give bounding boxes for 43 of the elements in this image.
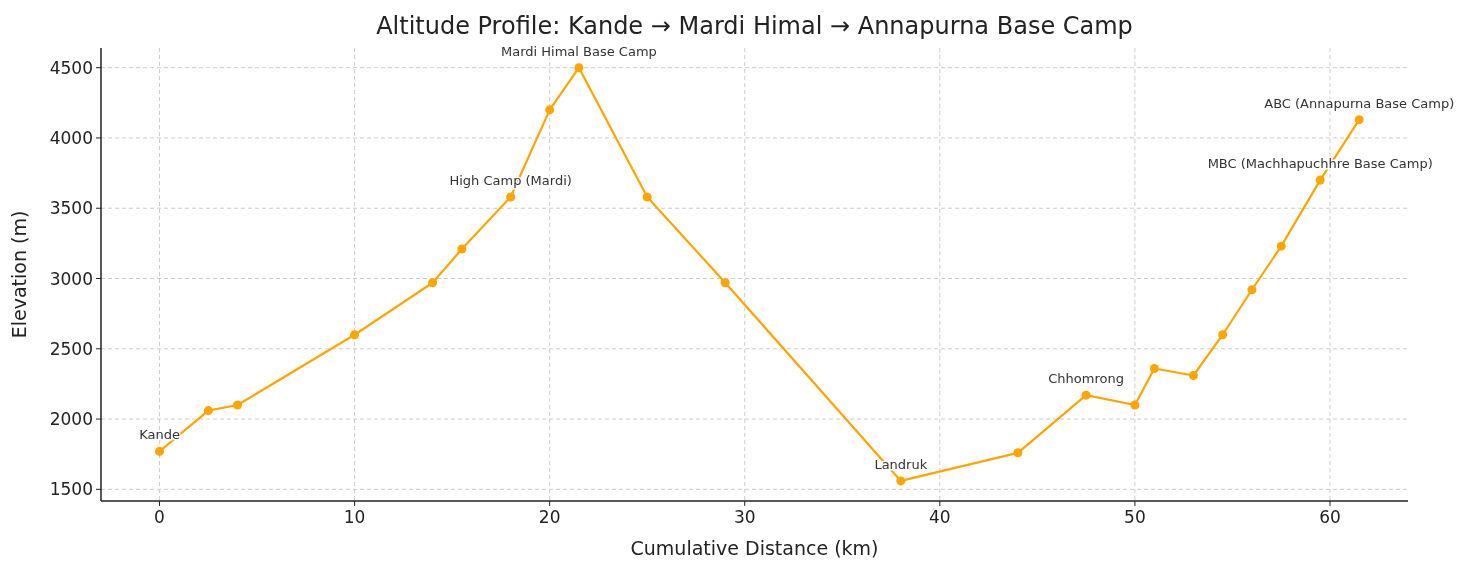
point — [1013, 448, 1023, 458]
point — [1130, 400, 1140, 410]
x-tick-label: 60 — [1319, 507, 1341, 527]
annotation: Chhomrong — [1048, 371, 1124, 387]
x-axis-title: Cumulative Distance (km) — [630, 537, 879, 559]
point — [1188, 370, 1198, 380]
x-tick-label: 50 — [1124, 507, 1146, 527]
y-tick-label: 2000 — [49, 409, 93, 430]
point — [642, 192, 652, 202]
point — [350, 330, 360, 340]
annotation: ABC (Annapurna Base Camp) — [1264, 95, 1455, 111]
point — [545, 105, 555, 115]
annotation: Kande — [139, 427, 180, 443]
y-tick-label: 4500 — [49, 57, 93, 78]
point — [1149, 363, 1159, 373]
x-tick-label: 10 — [343, 507, 366, 527]
y-tick-label: 2500 — [49, 338, 93, 359]
point — [1276, 241, 1286, 251]
point — [506, 192, 516, 202]
point — [1315, 175, 1325, 185]
y-axis-title: Elevation (m) — [8, 210, 30, 339]
point — [574, 63, 584, 73]
x-tick-label: 30 — [733, 507, 756, 527]
x-tick-label: 20 — [538, 507, 561, 527]
point — [720, 278, 730, 288]
x-tick-label: 0 — [154, 507, 165, 527]
x-tick-label: 40 — [929, 507, 951, 527]
point — [1247, 285, 1257, 295]
point — [428, 278, 438, 288]
y-tick-label: 1500 — [49, 479, 93, 500]
y-tick-label: 3500 — [49, 198, 93, 219]
y-tick-label: 3000 — [49, 268, 93, 289]
point — [203, 406, 213, 416]
point — [155, 446, 165, 456]
point — [457, 244, 467, 254]
point — [1081, 390, 1091, 400]
point — [896, 476, 906, 486]
point — [1218, 330, 1228, 340]
annotation: Mardi Himal Base Camp — [501, 43, 657, 59]
point — [1354, 115, 1364, 125]
point — [233, 400, 243, 410]
y-tick-label: 4000 — [49, 127, 93, 148]
chart-title: Altitude Profile: Kande → Mardi Himal → Annapurna Base Camp — [376, 12, 1133, 40]
